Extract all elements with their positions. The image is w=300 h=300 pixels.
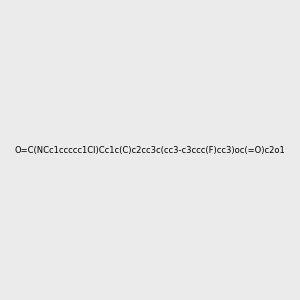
Text: O=C(NCc1ccccc1Cl)Cc1c(C)c2cc3c(cc3-c3ccc(F)cc3)oc(=O)c2o1: O=C(NCc1ccccc1Cl)Cc1c(C)c2cc3c(cc3-c3ccc… (15, 146, 285, 154)
